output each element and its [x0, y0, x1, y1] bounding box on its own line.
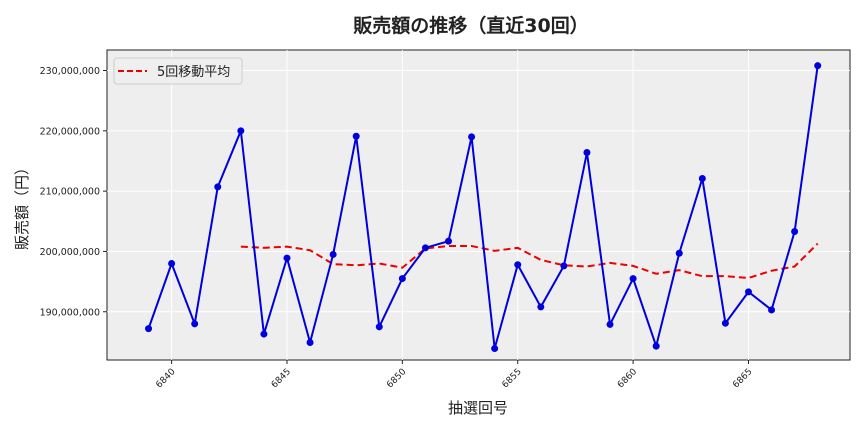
data-point [491, 345, 499, 353]
y-tick-label: 210,000,000 [40, 187, 100, 198]
data-point [260, 330, 268, 338]
y-axis-ticks: 190,000,000 200,000,000 210,000,000 220,000… [40, 66, 107, 318]
data-point [537, 303, 545, 311]
data-point [791, 228, 799, 236]
y-tick-label: 230,000,000 [40, 66, 100, 77]
data-point [652, 342, 660, 350]
sales-line [147, 65, 819, 350]
y-tick-label: 200,000,000 [40, 247, 100, 258]
data-point [191, 320, 199, 328]
data-point [721, 319, 729, 327]
y-axis-label: 販売額（円） [13, 160, 31, 250]
data-point [283, 254, 291, 262]
chart-title: 販売額の推移（直近30回） [353, 14, 588, 37]
x-tick-label: 6860 [616, 367, 639, 390]
data-series [145, 62, 822, 353]
grid-lines [107, 50, 850, 360]
y-tick-label: 190,000,000 [40, 307, 100, 318]
legend-box [113, 57, 243, 85]
data-point [560, 262, 568, 270]
moving-average-line [240, 242, 819, 279]
data-point [421, 244, 429, 252]
data-point [168, 260, 176, 268]
x-tick-label: 6845 [270, 367, 293, 390]
data-point [814, 62, 822, 70]
data-point [306, 339, 314, 347]
y-tick-label: 220,000,000 [40, 126, 100, 137]
data-point [744, 288, 752, 296]
data-point [468, 133, 476, 141]
x-tick-label: 6855 [501, 367, 524, 390]
data-point [398, 275, 406, 283]
data-point [375, 323, 383, 331]
data-point [514, 261, 522, 269]
data-point [606, 320, 614, 328]
x-axis-label: 抽選回号 [448, 399, 508, 417]
data-point [214, 183, 222, 191]
x-tick-label: 6850 [385, 367, 408, 390]
data-point [237, 127, 245, 135]
data-point [768, 306, 776, 314]
data-point [329, 250, 337, 258]
data-point [675, 249, 683, 257]
x-axis-ticks: 6840 6845 6850 6855 6860 6865 [154, 360, 755, 390]
x-tick-label: 6840 [154, 367, 177, 390]
data-point [698, 174, 706, 182]
legend-label: 5回移動平均 [157, 65, 230, 80]
data-point [629, 275, 637, 283]
data-point [352, 132, 360, 140]
x-tick-label: 6865 [731, 367, 754, 390]
data-point [583, 149, 591, 157]
data-point [445, 237, 453, 245]
legend: 5回移動平均 [113, 57, 243, 85]
data-point [145, 325, 153, 333]
